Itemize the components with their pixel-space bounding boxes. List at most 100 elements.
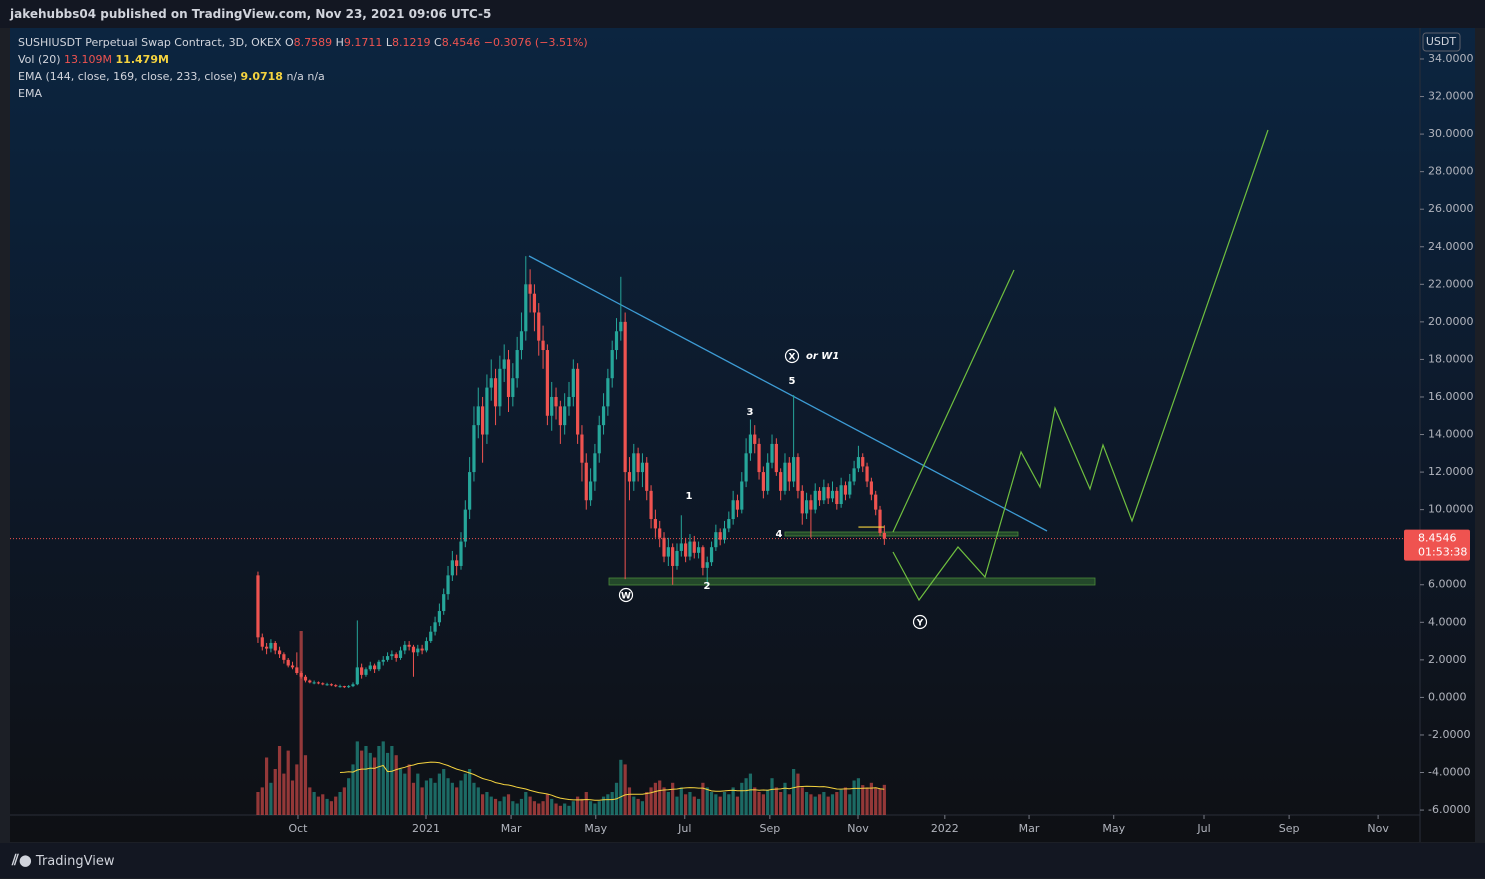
projection [892,129,1269,602]
candle-body [671,547,675,566]
candle-body [848,481,852,495]
candle-body [571,368,575,397]
volume-bar [480,794,485,815]
candle-body [424,641,429,651]
y-tick-label: 18.0000 [1428,352,1474,365]
volume-bar [748,773,753,815]
volume-bar [848,794,852,815]
candle-body [303,676,308,681]
vol-value: 13.109M [64,53,113,66]
candle-body [299,673,303,677]
candle-body [636,453,640,473]
volume-bar [627,787,632,815]
y-tick-label: 24.0000 [1428,240,1474,253]
candle-body [537,312,541,341]
candle-body [843,485,848,495]
candle-body [256,575,260,638]
logo-mark: ⫽● [12,851,32,869]
candle-body [709,547,714,563]
candle-body [666,547,670,557]
volume-bar [403,773,407,815]
candle-body [804,500,809,514]
annotation: Y [916,619,924,629]
candle-body [792,457,796,482]
l-label: L [385,36,393,49]
volume-bar [563,803,567,815]
candle-body [498,368,502,407]
volume-bar [744,778,748,815]
candle-body [351,684,355,687]
candle-body [757,443,761,473]
y-tick-label: 22.0000 [1428,277,1474,290]
candle-body [342,686,346,688]
volume-bar [295,764,299,815]
volume-bar [779,792,783,815]
candle-body [567,396,571,407]
candle-body [861,457,865,467]
volume-bar [640,801,645,815]
countdown: 01:53:38 [1418,546,1467,559]
candle-body [619,321,623,332]
candle-body [606,378,610,407]
volume-bar [524,792,528,815]
support-zone [784,531,1019,537]
volume-bar [519,798,524,815]
candle-body [528,284,532,294]
volume-bar [511,801,515,815]
candle-body [878,509,882,533]
volume-bar [416,773,420,815]
volume-bar [260,787,264,815]
volume-bar [498,801,502,815]
candle-body [852,468,856,482]
volume-bar [696,798,701,815]
c-label: C [434,36,442,49]
candle-body [476,406,480,426]
volume-bar [308,787,312,815]
candle-body [601,406,606,426]
volume-bar [312,792,316,815]
y-tick-label: 6.0000 [1428,578,1467,591]
volume-bar [619,759,623,815]
y-tick-label: -2.0000 [1428,728,1470,741]
volume-bar [476,787,480,815]
volume-bar [757,792,761,815]
volume-bar [394,755,398,815]
candle-body [269,642,273,649]
candle-body [597,425,601,454]
volume-bar [342,787,346,815]
volume-bar [537,803,541,815]
volume-bar [692,796,696,815]
volume-bar [679,787,683,815]
volume-bar [856,778,861,815]
candle-body [718,532,722,540]
x-tick-label: Oct [288,822,308,835]
candle-body [364,669,368,675]
volume-bar [800,787,804,815]
candle-body [796,457,800,491]
candle-body [282,654,286,660]
projection [892,269,1015,533]
candle-body [472,425,476,473]
volume-bar [705,787,709,815]
annotation-circle [912,614,928,630]
candle-body [273,642,277,651]
l-value: 8.1219 [392,36,431,49]
publisher: jakehubbs04 published on TradingView.com… [10,7,492,21]
x-tick-label: May [1102,822,1125,835]
volume-bar [528,796,532,815]
volume-bar [727,794,731,815]
volume-bar [273,769,277,815]
candle-body [735,500,740,510]
volume-bar [675,796,679,815]
candle-body [524,284,528,332]
candle-body [563,406,567,426]
volume-bar [532,801,537,815]
ema-na: n/a [307,70,325,83]
volume-bar [502,796,506,815]
candle-body [740,481,744,510]
candle-body [761,472,765,491]
volume-bar [666,792,670,815]
candle-body [468,472,472,510]
volume-bar [882,784,886,815]
volume-bar [684,794,688,815]
